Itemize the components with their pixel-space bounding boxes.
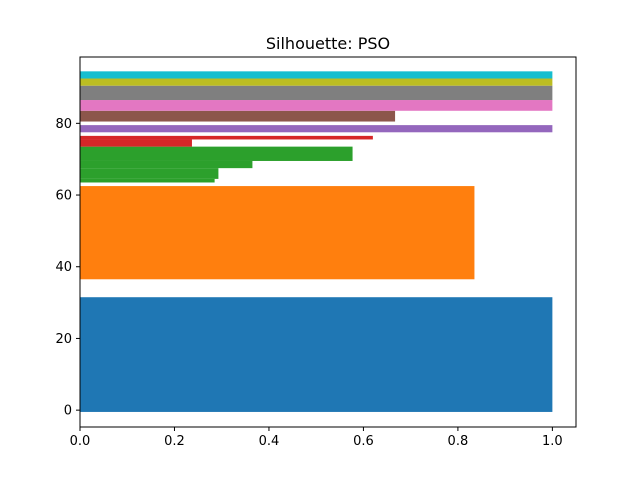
y-axis-ticks: 0 20 40 60 80: [55, 117, 80, 419]
y-tick-label: 80: [55, 117, 72, 132]
bar-13: [80, 71, 553, 79]
x-tick-label: 0.4: [259, 434, 280, 449]
bar-3: [80, 168, 219, 179]
y-tick-label: 60: [55, 189, 72, 204]
bar-0: [80, 297, 553, 412]
y-tick-label: 20: [55, 332, 72, 347]
bar-9: [80, 110, 396, 122]
bar-11: [80, 85, 553, 101]
bar-1: [80, 186, 475, 280]
x-tick-label: 0.2: [164, 434, 185, 449]
bar-5: [80, 146, 353, 161]
bar-12: [80, 78, 553, 86]
axes-group: [79, 56, 577, 428]
bar-6: [80, 139, 192, 147]
bar-4: [80, 160, 253, 169]
chart-title: Silhouette: PSO: [266, 34, 390, 53]
x-axis-ticks: 0.0 0.2 0.4 0.6 0.8 1.0: [70, 427, 563, 449]
y-tick-label: 0: [64, 404, 72, 419]
y-tick-label: 40: [55, 260, 72, 275]
x-tick-label: 1.0: [542, 434, 563, 449]
plot-frame: [79, 56, 577, 428]
x-tick-label: 0.8: [448, 434, 469, 449]
x-tick-label: 0.6: [353, 434, 374, 449]
bar-10: [80, 100, 553, 111]
bars-group: [80, 71, 553, 412]
x-tick-label: 0.0: [70, 434, 91, 449]
bar-7: [80, 135, 373, 140]
bar-8: [80, 125, 553, 133]
bar-2: [80, 178, 215, 183]
